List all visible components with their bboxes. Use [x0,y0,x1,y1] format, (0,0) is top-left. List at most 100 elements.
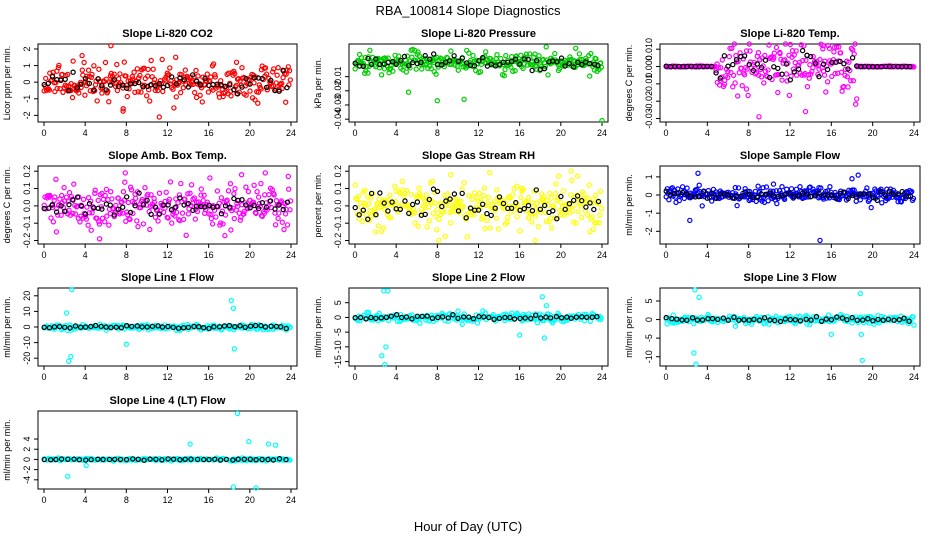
data-point [180,216,187,223]
data-point [106,222,112,228]
reference-point [78,81,84,87]
reference-point [82,211,89,217]
data-point [440,208,447,215]
data-point [586,182,593,188]
data-point [416,53,422,59]
panel-6: Slope Sample Flow ml/min per min. 0 4 8 12 16 2… [624,150,921,260]
data-point [103,186,110,193]
x-tick-label: 4 [83,128,88,138]
reference-point [247,81,253,87]
outlier-point [79,52,85,59]
data-point [423,192,429,198]
panel-title: Slope Li-820 CO2 [122,28,212,40]
reference-point [388,313,394,319]
outlier-point [392,52,398,59]
data-point [591,196,597,203]
reference-point [538,315,544,321]
reference-point [241,456,247,462]
reference-point [259,199,265,206]
reference-point [206,456,212,463]
data-point [495,226,502,232]
data-point [826,45,833,52]
data-point [810,53,816,60]
data-point [365,70,371,76]
data-point [182,196,188,202]
reference-point [854,317,861,323]
data-point [545,202,551,208]
data-point [102,59,109,66]
data-point [77,219,83,225]
data-point [147,226,153,233]
reference-point [512,56,519,62]
data-point [123,73,129,79]
data-point [275,64,281,71]
data-point [422,198,428,204]
reference-point [53,209,60,215]
data-point [719,57,726,63]
reference-point [62,76,68,83]
data-point [286,186,292,192]
x-tick-label: 4 [394,250,399,260]
panel-title: Slope Line 3 Flow [744,272,837,284]
data-point [508,64,514,70]
outlier-point [695,170,701,176]
x-tick-label: 4 [705,372,710,382]
y-tick-label: 5 [333,300,343,305]
reference-point [117,456,124,463]
x-tick-label: 8 [435,128,440,138]
data-point [791,52,797,58]
data-point [755,183,761,189]
data-point [266,191,272,198]
data-point [76,90,82,96]
data-point [237,217,243,223]
reference-point [368,61,375,68]
data-point [433,213,439,220]
data-point [739,82,745,89]
reference-point [103,87,109,93]
panel-7: Slope Line 1 Flow ml/min per min. 0 4 8 12 16 2… [2,272,298,382]
data-point [276,210,282,216]
reference-point [373,315,379,322]
data-point [725,68,731,75]
reference-point [284,84,290,91]
reference-point [46,205,52,211]
reference-point [170,324,176,331]
reference-point [804,191,810,197]
data-point [245,188,252,195]
figure-xlabel: Hour of Day (UTC) [414,519,522,534]
data-point [81,59,87,66]
data-point [573,45,579,52]
reference-point [824,66,831,73]
reference-point [352,60,358,66]
reference-point [741,53,748,59]
data-point [281,226,287,233]
outlier-point [68,353,74,360]
reference-point [476,313,482,320]
y-axis-label: Licor ppm per min. [2,46,12,121]
reference-point [265,456,271,463]
reference-point [243,202,249,208]
outlier-point [576,51,583,57]
reference-point [459,190,465,197]
reference-point [49,73,56,80]
reference-point [185,200,192,207]
data-point [201,192,207,198]
data-point [284,222,291,228]
data-point [247,88,253,94]
data-point [275,215,281,222]
reference-point [841,189,847,195]
outlier-point [272,442,279,448]
outlier-point [63,310,70,316]
data-point [152,214,159,221]
plot-frame [37,410,298,490]
data-point [131,200,138,206]
reference-point [389,199,395,205]
panel-5: Slope Gas Stream RH percent per min. 0 4 8 12… [313,150,609,260]
data-point [597,212,603,218]
outlier-point [820,43,826,49]
data-point [65,198,71,204]
x-tick-label: 8 [124,128,129,138]
data-point [176,192,183,198]
data-point [212,74,218,80]
